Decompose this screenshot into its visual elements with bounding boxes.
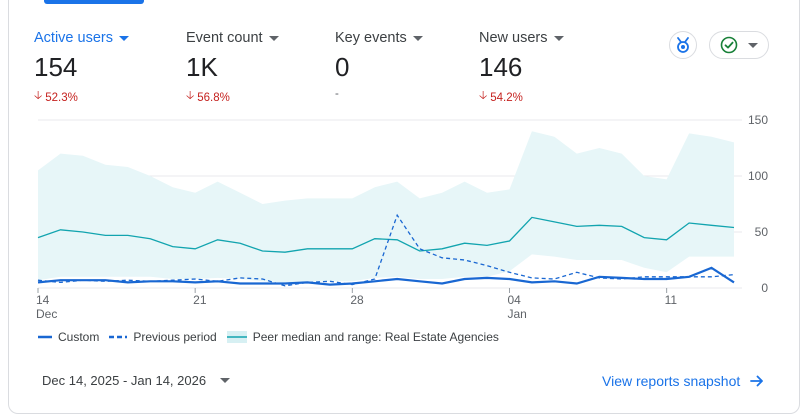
view-reports-snapshot-link[interactable]: View reports snapshot [602,373,764,389]
insights-icon [677,37,689,53]
peer-range-band [38,131,734,283]
chart-legend: Custom Previous period Peer median and r… [38,330,509,344]
active-tab-indicator [44,0,144,4]
legend-custom: Custom [38,330,99,344]
insights-button[interactable] [669,31,697,59]
y-tick-label: 100 [748,169,768,183]
check-circle-icon [720,36,738,54]
metric-label: Event count [186,30,263,46]
chevron-down-icon [118,35,129,41]
legend-peer-range: Peer median and range: Real Estate Agenc… [226,330,499,344]
chevron-down-icon [553,35,564,41]
metric-tab-key-events[interactable]: Key events 0 - [335,30,423,100]
arrow-right-icon [750,375,764,387]
y-tick-label: 50 [755,225,769,239]
arrow-down-icon: 🡣 [479,90,488,102]
y-tick-label: 0 [761,281,768,295]
solid-line-swatch [38,335,52,339]
x-month-label: Dec [36,307,57,320]
metric-value: 146 [479,52,523,82]
metric-change: 🡣 56.8% [186,88,279,107]
chevron-down-icon [220,378,231,383]
y-tick-label: 150 [748,113,768,127]
chevron-down-icon [412,35,423,41]
metric-value: 154 [34,52,78,82]
metric-tab-new-users[interactable]: New users 146 🡣 54.2% [479,30,564,107]
legend-previous-period: Previous period [109,330,217,344]
metric-value: 0 [335,52,350,82]
metric-tab-event-count[interactable]: Event count 1K 🡣 56.8% [186,30,279,107]
arrow-down-icon: 🡣 [34,90,43,102]
metric-change: 🡣 54.2% [479,88,564,107]
metric-label: Active users [34,30,113,46]
x-tick-label: 21 [193,293,207,307]
x-tick-label: 11 [665,293,678,307]
metric-tab-active-users[interactable]: Active users 154 🡣 52.3% [34,30,129,107]
x-month-label: Jan [507,307,526,320]
metric-label: New users [479,30,548,46]
band-swatch [226,331,247,343]
metric-change: 🡣 52.3% [34,88,129,107]
custom-series-line [37,266,735,286]
arrow-down-icon: 🡣 [186,90,195,102]
chevron-down-icon [268,35,279,41]
peer-median-line [37,216,735,253]
x-tick-label: 28 [350,293,364,307]
metric-change: - [335,88,339,100]
date-range-selector[interactable]: Dec 14, 2025 - Jan 14, 2026 [42,373,231,388]
x-tick-label: 04 [507,293,521,307]
x-tick-label: 14 [36,293,50,307]
dashed-line-swatch [109,335,128,339]
metric-value: 1K [186,52,218,82]
status-dropdown[interactable] [709,31,769,59]
metric-label: Key events [335,30,407,46]
chevron-down-icon [748,42,758,48]
